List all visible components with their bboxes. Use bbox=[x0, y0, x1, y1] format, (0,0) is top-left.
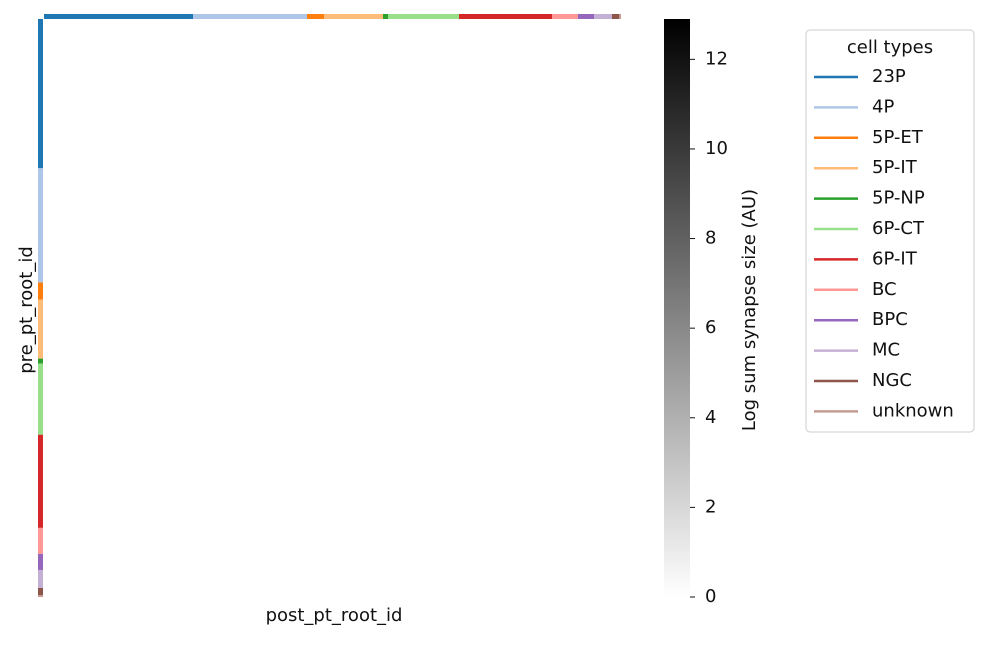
row-type-bar bbox=[38, 569, 43, 588]
column-type-bar bbox=[578, 14, 594, 19]
colorbar-tick-label: 6 bbox=[705, 317, 716, 338]
row-type-bar bbox=[38, 299, 43, 359]
column-type-bar bbox=[594, 14, 612, 19]
legend-title: cell types bbox=[847, 37, 933, 58]
colorbar-tick-label: 12 bbox=[705, 48, 728, 69]
colorbar-tick-label: 2 bbox=[705, 496, 716, 517]
column-type-bar bbox=[324, 14, 383, 19]
column-type-bar bbox=[44, 14, 193, 19]
column-type-bar bbox=[388, 14, 459, 19]
colorbar-tick-label: 4 bbox=[705, 407, 716, 428]
colorbar-label: Log sum synapse size (AU) bbox=[739, 189, 760, 431]
row-type-bar bbox=[38, 168, 43, 283]
row-type-bar bbox=[38, 363, 43, 435]
row-type-bar bbox=[38, 19, 43, 169]
colorbar-tick-label: 8 bbox=[705, 228, 716, 249]
row-type-bar bbox=[38, 587, 43, 595]
legend-label: MC bbox=[872, 340, 900, 361]
legend-label: 23P bbox=[872, 66, 906, 87]
legend-label: 5P-IT bbox=[872, 157, 918, 178]
column-type-bar bbox=[193, 14, 307, 19]
legend-label: BPC bbox=[872, 309, 908, 330]
legend-label: 6P-CT bbox=[872, 218, 925, 239]
legend-label: 4P bbox=[872, 96, 894, 117]
heatmap-area bbox=[44, 19, 621, 597]
row-type-bar bbox=[38, 434, 43, 528]
row-type-bar bbox=[38, 553, 43, 570]
column-type-bar bbox=[619, 14, 621, 19]
row-type-bar bbox=[38, 527, 43, 554]
legend-label: unknown bbox=[872, 400, 954, 421]
column-type-bar bbox=[552, 14, 578, 19]
colorbar-tick-label: 10 bbox=[705, 138, 728, 159]
row-type-bar bbox=[38, 282, 43, 300]
column-type-bar bbox=[383, 14, 388, 19]
x-axis-label: post_pt_root_id bbox=[266, 605, 403, 626]
column-type-bar bbox=[459, 14, 552, 19]
legend-box bbox=[805, 29, 975, 433]
legend-label: BC bbox=[872, 279, 897, 300]
legend-label: 5P-NP bbox=[872, 188, 925, 209]
colorbar-tick-label: 0 bbox=[705, 586, 716, 607]
column-type-bar bbox=[307, 14, 324, 19]
legend-label: 6P-IT bbox=[872, 248, 918, 269]
legend-label: 5P-ET bbox=[872, 127, 924, 148]
y-axis-label: pre_pt_root_id bbox=[16, 246, 37, 374]
colorbar bbox=[664, 19, 690, 597]
legend-label: NGC bbox=[872, 370, 912, 391]
row-type-bar bbox=[38, 358, 43, 364]
column-type-bar bbox=[612, 14, 619, 19]
row-type-bar bbox=[38, 594, 43, 597]
